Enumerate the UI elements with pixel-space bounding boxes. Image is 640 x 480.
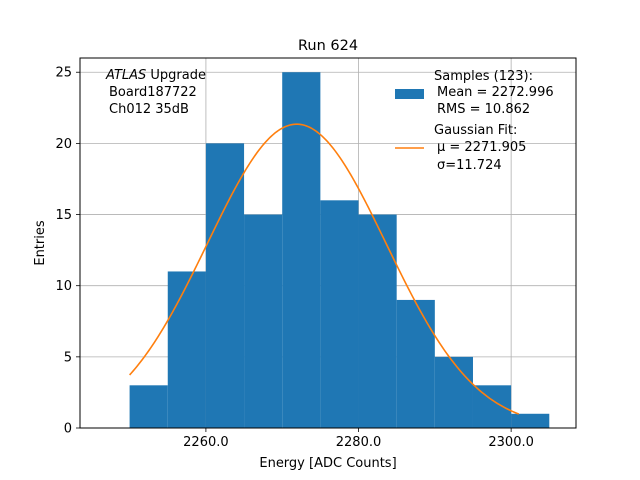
annotation-atlas: ATLAS <box>105 68 146 83</box>
histogram-bar-10 <box>511 413 550 428</box>
histogram-bar-8 <box>434 356 473 428</box>
y-axis-ticks: 0 5 10 15 20 25 <box>55 66 80 437</box>
run-annotation: ATLAS Upgrade Board187722 Ch012 35dB <box>105 68 206 117</box>
histogram-bar-2 <box>205 143 245 428</box>
histogram-bar-6 <box>358 214 397 428</box>
legend-hist-line-3: RMS = 10.862 <box>437 102 530 117</box>
histogram-bar-4 <box>282 72 321 428</box>
annotation-upgrade: Upgrade <box>146 68 206 83</box>
histogram-bar-0 <box>129 385 168 428</box>
y-axis-label: Entries <box>33 220 48 266</box>
gaussian-fit-curve <box>129 123 520 415</box>
y-tick-label-0: 0 <box>64 422 72 437</box>
legend-fit-line-1: Gaussian Fit: <box>434 123 517 138</box>
histogram-bar-5 <box>320 200 359 428</box>
y-tick-label-1: 5 <box>64 350 72 365</box>
gaussian-fit <box>129 123 520 415</box>
legend-fit-line-2: μ = 2271.905 <box>437 140 526 155</box>
x-tick-label-0: 2260.0 <box>183 435 229 450</box>
legend-fit-line-3: σ=11.724 <box>437 158 502 173</box>
histogram-bar-7 <box>396 299 435 428</box>
legend-hist-line-1: Samples (123): <box>434 69 533 84</box>
histogram-bars <box>129 72 550 428</box>
plot-frame <box>79 57 577 429</box>
histogram-bar-9 <box>472 385 512 428</box>
annotation-line-2: Board187722 <box>109 85 197 100</box>
x-axis-label: Energy [ADC Counts] <box>259 456 396 471</box>
y-tick-label-5: 25 <box>55 66 72 81</box>
legend-hist-line-2: Mean = 2272.996 <box>437 85 554 100</box>
legend: Samples (123): Mean = 2272.996 RMS = 10.… <box>395 69 554 173</box>
x-tick-label-1: 2280.0 <box>336 435 382 450</box>
x-axis-ticks: 2260.0 2280.0 2300.0 <box>183 428 534 450</box>
annotation-line-1: ATLAS Upgrade <box>105 68 206 83</box>
y-tick-label-2: 10 <box>55 279 72 294</box>
chart-title: Run 624 <box>298 38 358 54</box>
legend-hist-swatch <box>395 89 424 99</box>
annotation-line-3: Ch012 35dB <box>109 102 189 117</box>
x-tick-label-2: 2300.0 <box>488 435 534 450</box>
histogram-bar-1 <box>167 271 206 428</box>
y-tick-label-3: 15 <box>55 208 72 223</box>
histogram-bar-3 <box>244 214 283 428</box>
y-tick-label-4: 20 <box>55 137 72 152</box>
